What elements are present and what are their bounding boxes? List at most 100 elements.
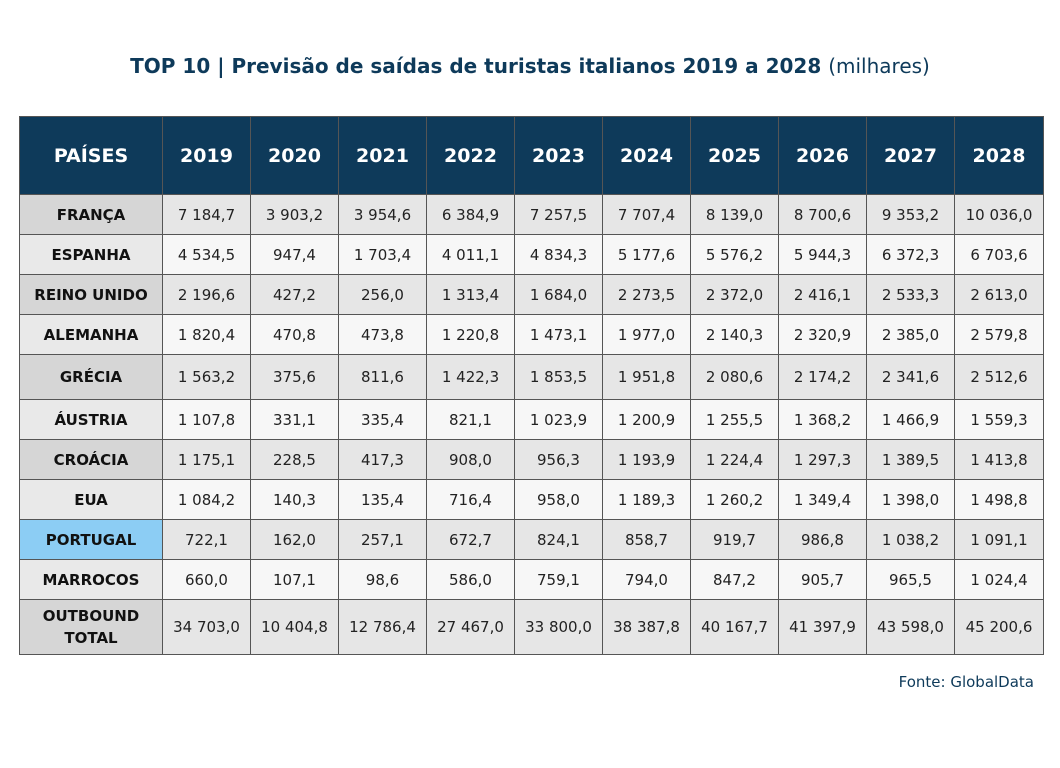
total-value-cell: 41 397,9 — [778, 599, 867, 655]
value-cell: 6 703,6 — [954, 234, 1044, 275]
value-cell: 586,0 — [426, 559, 515, 600]
total-label: OUTBOUND TOTAL — [19, 599, 163, 655]
value-cell: 1 820,4 — [162, 314, 251, 355]
country-cell: ESPANHA — [19, 234, 163, 275]
value-cell: 2 533,3 — [866, 274, 955, 315]
total-value-cell: 38 387,8 — [602, 599, 691, 655]
value-cell: 1 422,3 — [426, 354, 515, 400]
value-cell: 1 853,5 — [514, 354, 603, 400]
value-cell: 1 255,5 — [690, 399, 779, 440]
value-cell: 8 700,6 — [778, 194, 867, 235]
value-cell: 759,1 — [514, 559, 603, 600]
value-cell: 660,0 — [162, 559, 251, 600]
value-cell: 2 174,2 — [778, 354, 867, 400]
value-cell: 470,8 — [250, 314, 339, 355]
value-cell: 1 559,3 — [954, 399, 1044, 440]
value-cell: 2 080,6 — [690, 354, 779, 400]
value-cell: 256,0 — [338, 274, 427, 315]
value-cell: 2 385,0 — [866, 314, 955, 355]
table-row: REINO UNIDO 2 196,6 427,2 256,0 1 313,4 … — [19, 274, 1044, 315]
value-cell: 2 196,6 — [162, 274, 251, 315]
value-cell: 2 579,8 — [954, 314, 1044, 355]
value-cell: 2 416,1 — [778, 274, 867, 315]
value-cell: 4 834,3 — [514, 234, 603, 275]
value-cell: 2 512,6 — [954, 354, 1044, 400]
total-value-cell: 45 200,6 — [954, 599, 1044, 655]
value-cell: 1 313,4 — [426, 274, 515, 315]
value-cell: 1 473,1 — [514, 314, 603, 355]
page-title: TOP 10 | Previsão de saídas de turistas … — [0, 52, 1060, 80]
value-cell: 1 389,5 — [866, 439, 955, 480]
value-cell: 107,1 — [250, 559, 339, 600]
title-main: TOP 10 | Previsão de saídas de turistas … — [130, 54, 822, 78]
value-cell: 1 977,0 — [602, 314, 691, 355]
value-cell: 1 368,2 — [778, 399, 867, 440]
table-row: MARROCOS 660,0 107,1 98,6 586,0 759,1 79… — [19, 559, 1044, 600]
value-cell: 1 200,9 — [602, 399, 691, 440]
value-cell: 7 257,5 — [514, 194, 603, 235]
value-cell: 4 534,5 — [162, 234, 251, 275]
value-cell: 1 175,1 — [162, 439, 251, 480]
header-row: PAÍSES 2019 2020 2021 2022 2023 2024 202… — [19, 116, 1044, 195]
value-cell: 331,1 — [250, 399, 339, 440]
value-cell: 965,5 — [866, 559, 955, 600]
value-cell: 672,7 — [426, 519, 515, 560]
value-cell: 858,7 — [602, 519, 691, 560]
header-year: 2026 — [778, 116, 867, 195]
value-cell: 1 107,8 — [162, 399, 251, 440]
value-cell: 427,2 — [250, 274, 339, 315]
header-year: 2025 — [690, 116, 779, 195]
value-cell: 3 903,2 — [250, 194, 339, 235]
table-row: GRÉCIA 1 563,2 375,6 811,6 1 422,3 1 853… — [19, 354, 1044, 400]
country-cell: EUA — [19, 479, 163, 520]
header-year: 2020 — [250, 116, 339, 195]
table-row: EUA 1 084,2 140,3 135,4 716,4 958,0 1 18… — [19, 479, 1044, 520]
value-cell: 5 177,6 — [602, 234, 691, 275]
value-cell: 1 224,4 — [690, 439, 779, 480]
header-year: 2019 — [162, 116, 251, 195]
total-value-cell: 43 598,0 — [866, 599, 955, 655]
value-cell: 7 184,7 — [162, 194, 251, 235]
total-value-cell: 34 703,0 — [162, 599, 251, 655]
header-year: 2028 — [954, 116, 1044, 195]
value-cell: 9 353,2 — [866, 194, 955, 235]
value-cell: 1 193,9 — [602, 439, 691, 480]
value-cell: 958,0 — [514, 479, 603, 520]
header-year: 2024 — [602, 116, 691, 195]
value-cell: 8 139,0 — [690, 194, 779, 235]
value-cell: 162,0 — [250, 519, 339, 560]
value-cell: 716,4 — [426, 479, 515, 520]
value-cell: 1 684,0 — [514, 274, 603, 315]
header-countries: PAÍSES — [19, 116, 163, 195]
value-cell: 794,0 — [602, 559, 691, 600]
country-cell: ÁUSTRIA — [19, 399, 163, 440]
country-cell: MARROCOS — [19, 559, 163, 600]
value-cell: 1 349,4 — [778, 479, 867, 520]
value-cell: 6 384,9 — [426, 194, 515, 235]
value-cell: 722,1 — [162, 519, 251, 560]
header-year: 2022 — [426, 116, 515, 195]
value-cell: 10 036,0 — [954, 194, 1044, 235]
value-cell: 98,6 — [338, 559, 427, 600]
table-row: ALEMANHA 1 820,4 470,8 473,8 1 220,8 1 4… — [19, 314, 1044, 355]
country-cell: REINO UNIDO — [19, 274, 163, 315]
header-year: 2021 — [338, 116, 427, 195]
value-cell: 1 297,3 — [778, 439, 867, 480]
value-cell: 1 189,3 — [602, 479, 691, 520]
value-cell: 1 413,8 — [954, 439, 1044, 480]
value-cell: 1 091,1 — [954, 519, 1044, 560]
value-cell: 1 703,4 — [338, 234, 427, 275]
table-row-highlighted: PORTUGAL 722,1 162,0 257,1 672,7 824,1 8… — [19, 519, 1044, 560]
country-cell: FRANÇA — [19, 194, 163, 235]
value-cell: 2 613,0 — [954, 274, 1044, 315]
value-cell: 986,8 — [778, 519, 867, 560]
value-cell: 473,8 — [338, 314, 427, 355]
value-cell: 847,2 — [690, 559, 779, 600]
value-cell: 2 320,9 — [778, 314, 867, 355]
value-cell: 135,4 — [338, 479, 427, 520]
value-cell: 3 954,6 — [338, 194, 427, 235]
value-cell: 140,3 — [250, 479, 339, 520]
value-cell: 919,7 — [690, 519, 779, 560]
total-value-cell: 10 404,8 — [250, 599, 339, 655]
country-cell: ALEMANHA — [19, 314, 163, 355]
